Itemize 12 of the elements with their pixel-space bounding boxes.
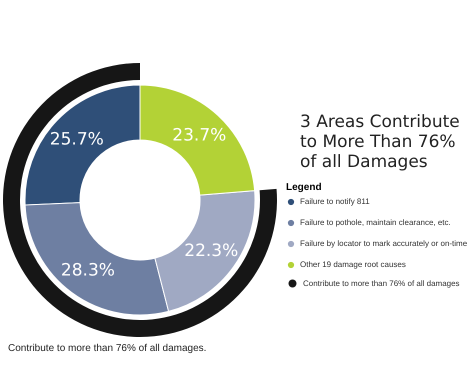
data-label: 22.3%: [184, 240, 238, 261]
legend-title: Legend: [286, 182, 322, 193]
data-label: 28.3%: [60, 260, 115, 280]
data-label: 23.7%: [172, 126, 226, 146]
text: 3 Areas Contribute to More Than 76% of all Damages: [300, 112, 461, 172]
legend-label: Failure by locator to mark accurately or on-time: [300, 239, 468, 248]
text: Contribute to more than 76% of all damages: [303, 279, 460, 288]
legend-label: Failure to notify 811: [300, 197, 370, 206]
legend-label: Other 19 damage root causes: [300, 260, 406, 269]
data-label: 25.7%: [50, 130, 104, 150]
text: Contribute to more than 76% of all damages.: [8, 343, 206, 354]
legend-label: Failure to pothole, maintain clearance, etc.: [300, 218, 451, 227]
